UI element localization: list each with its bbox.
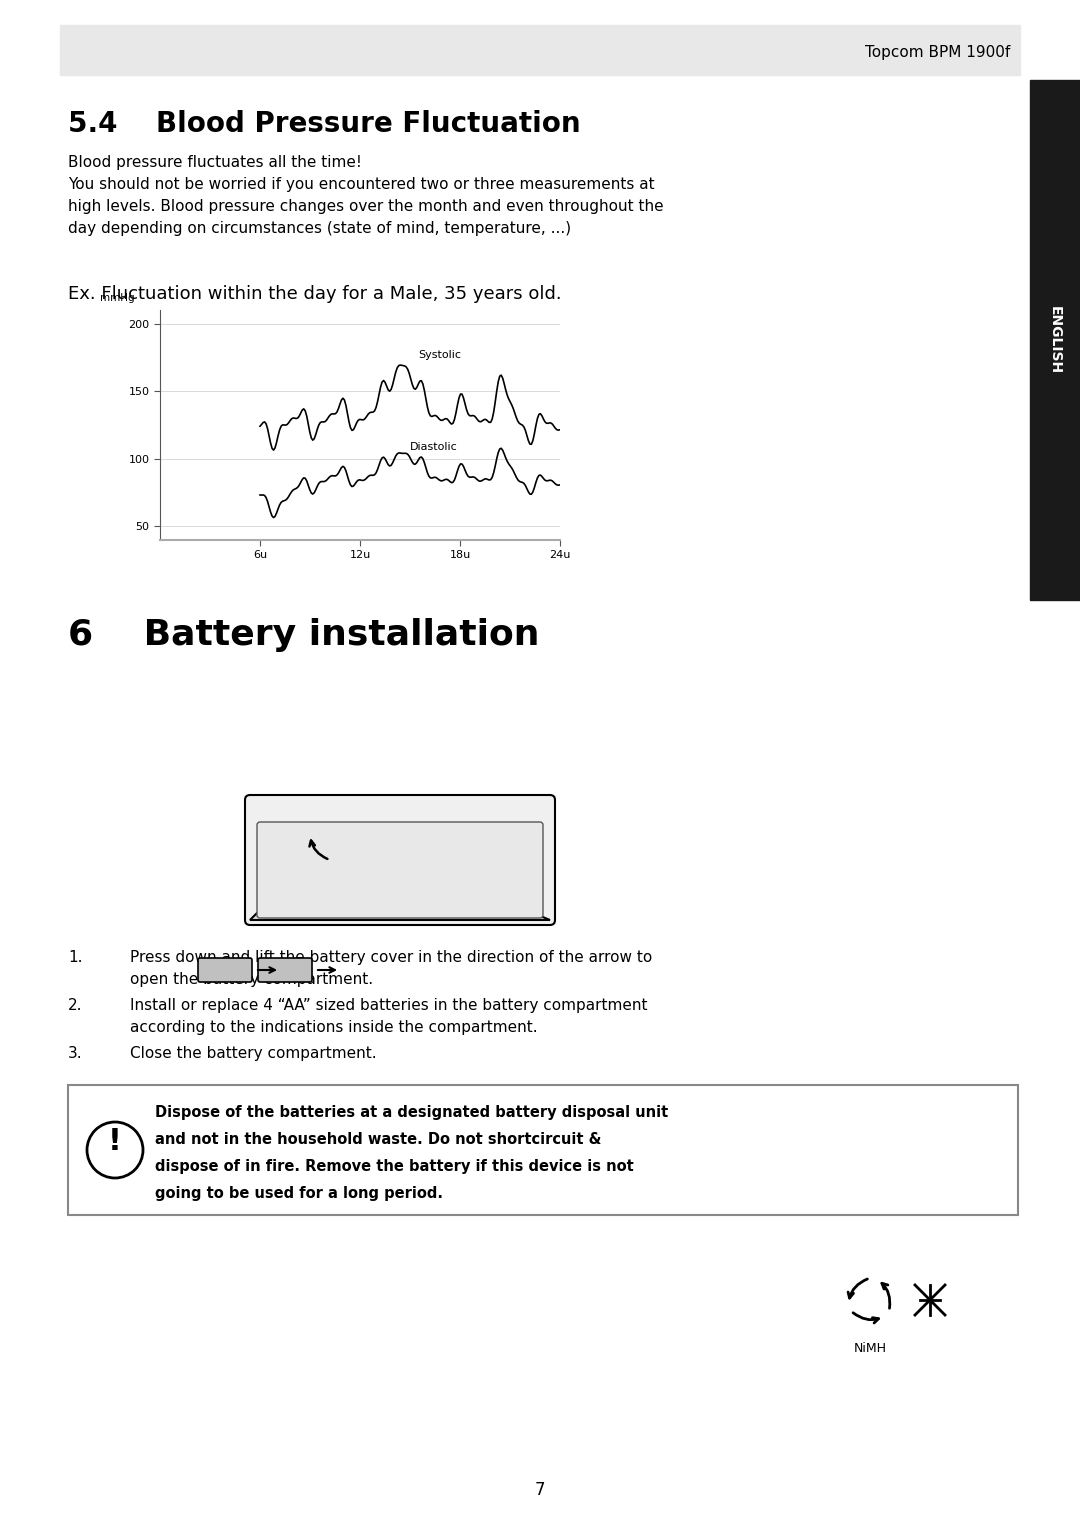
Text: high levels. Blood pressure changes over the month and even throughout the: high levels. Blood pressure changes over… bbox=[68, 199, 663, 214]
Circle shape bbox=[87, 1122, 143, 1178]
Text: 7: 7 bbox=[535, 1481, 545, 1499]
Text: Dispose of the batteries at a designated battery disposal unit: Dispose of the batteries at a designated… bbox=[156, 1105, 669, 1120]
Text: 3.: 3. bbox=[68, 1047, 83, 1060]
Text: Install or replace 4 “AA” sized batteries in the battery compartment: Install or replace 4 “AA” sized batterie… bbox=[130, 998, 648, 1013]
Text: Topcom BPM 1900f: Topcom BPM 1900f bbox=[865, 44, 1010, 60]
Text: You should not be worried if you encountered two or three measurements at: You should not be worried if you encount… bbox=[68, 177, 654, 193]
FancyBboxPatch shape bbox=[258, 958, 312, 983]
Polygon shape bbox=[249, 869, 550, 920]
Text: ENGLISH: ENGLISH bbox=[1048, 306, 1062, 374]
Bar bbox=[1030, 79, 1080, 601]
Text: Systolic: Systolic bbox=[418, 350, 461, 361]
FancyBboxPatch shape bbox=[257, 822, 543, 918]
Text: mmHg: mmHg bbox=[100, 293, 135, 303]
Text: !: ! bbox=[108, 1128, 122, 1157]
Text: Ex. Fluctuation within the day for a Male, 35 years old.: Ex. Fluctuation within the day for a Mal… bbox=[68, 286, 562, 303]
Bar bbox=[60, 24, 1020, 75]
Text: Diastolic: Diastolic bbox=[410, 442, 458, 452]
Text: going to be used for a long period.: going to be used for a long period. bbox=[156, 1186, 443, 1201]
Text: and not in the household waste. Do not shortcircuit &: and not in the household waste. Do not s… bbox=[156, 1132, 602, 1148]
Text: NiMH: NiMH bbox=[853, 1342, 887, 1355]
Text: Close the battery compartment.: Close the battery compartment. bbox=[130, 1047, 377, 1060]
Text: day depending on circumstances (state of mind, temperature, ...): day depending on circumstances (state of… bbox=[68, 222, 571, 235]
Text: Press down and lift the battery cover in the direction of the arrow to: Press down and lift the battery cover in… bbox=[130, 950, 652, 966]
Text: Blood pressure fluctuates all the time!: Blood pressure fluctuates all the time! bbox=[68, 154, 362, 170]
Text: according to the indications inside the compartment.: according to the indications inside the … bbox=[130, 1021, 538, 1034]
Text: open the battery compartment.: open the battery compartment. bbox=[130, 972, 373, 987]
Text: 5.4    Blood Pressure Fluctuation: 5.4 Blood Pressure Fluctuation bbox=[68, 110, 581, 138]
Text: 1.: 1. bbox=[68, 950, 82, 966]
Text: 2.: 2. bbox=[68, 998, 82, 1013]
FancyBboxPatch shape bbox=[245, 795, 555, 924]
FancyBboxPatch shape bbox=[198, 958, 252, 983]
Text: 6    Battery installation: 6 Battery installation bbox=[68, 617, 540, 652]
Text: dispose of in fire. Remove the battery if this device is not: dispose of in fire. Remove the battery i… bbox=[156, 1160, 634, 1174]
Bar bbox=[68, 1085, 1018, 1215]
